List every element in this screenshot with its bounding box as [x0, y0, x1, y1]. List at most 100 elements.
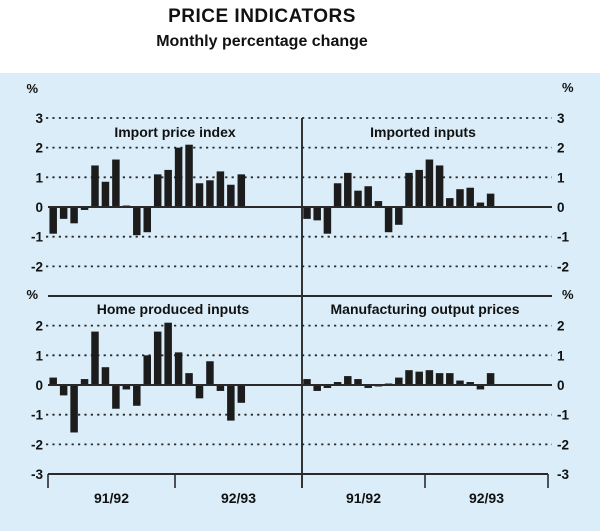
y-tick-left-top--1: -1: [31, 230, 43, 245]
y-tick-left-top-3: 3: [35, 111, 43, 126]
plot-background: [0, 73, 600, 531]
y-tick-left-bottom-2: 2: [35, 319, 43, 334]
bar-panel1-month11: [153, 174, 162, 207]
bar-panel2-month5: [344, 172, 352, 207]
chart-subtitle: Monthly percentage change: [156, 33, 368, 50]
y-tick-left-bottom-0: 0: [35, 378, 43, 393]
bar-panel2-month9: [384, 207, 393, 233]
y-tick-right-top--1: -1: [557, 230, 569, 245]
y-tick-right-top--2: -2: [557, 259, 569, 274]
bar-panel1-month12: [164, 169, 172, 207]
bar-panel3-month19: [237, 385, 246, 403]
bar-panel2-month17: [466, 187, 474, 207]
chart-title: PRICE INDICATORS: [168, 6, 356, 27]
percent-label-top-left: %: [26, 81, 38, 96]
bar-panel3-month9: [133, 385, 141, 406]
bar-panel2-month8: [374, 201, 383, 207]
bar-panel3-month4: [80, 379, 89, 385]
bar-panel2-month19: [486, 193, 495, 207]
bar-panel1-month18: [227, 184, 235, 207]
x-group-label-2: 92/93: [221, 490, 256, 506]
bar-panel2-month4: [333, 183, 342, 207]
bar-panel3-month18: [227, 385, 235, 421]
bar-panel4-month2: [313, 385, 321, 391]
bar-panel1-month7: [112, 159, 120, 207]
bar-panel3-month5: [91, 331, 99, 385]
y-tick-right-top-3: 3: [557, 111, 565, 126]
y-tick-right-bottom-2: 2: [557, 319, 565, 334]
y-tick-right-bottom--3: -3: [557, 467, 569, 482]
bar-panel3-month14: [185, 373, 193, 385]
bar-panel4-month15: [446, 373, 454, 385]
bar-panel1-month16: [206, 180, 214, 207]
y-tick-right-top-1: 1: [557, 170, 565, 185]
bar-panel4-month7: [364, 385, 372, 388]
y-tick-left-bottom--2: -2: [31, 437, 43, 452]
panel-title-top-right: Imported inputs: [370, 124, 476, 140]
bar-panel3-month11: [153, 331, 162, 385]
bar-panel1-month1: [49, 207, 57, 234]
y-tick-right-bottom--2: -2: [557, 437, 569, 452]
bar-panel3-month2: [59, 385, 68, 396]
bar-panel3-month1: [49, 377, 57, 385]
bar-panel1-month19: [237, 174, 246, 207]
bar-panel1-month13: [174, 147, 183, 207]
bar-panel2-month1: [303, 207, 311, 219]
bar-panel2-month15: [446, 198, 454, 207]
bar-panel2-month3: [323, 207, 332, 234]
bar-panel4-month11: [405, 370, 413, 385]
bar-panel1-month14: [185, 144, 193, 207]
y-tick-left-bottom--1: -1: [31, 408, 43, 423]
bar-panel2-month16: [456, 189, 464, 207]
bar-panel4-month4: [333, 382, 342, 385]
bar-panel3-month7: [112, 385, 120, 409]
y-tick-right-bottom-0: 0: [557, 378, 565, 393]
y-tick-left-bottom-1: 1: [35, 348, 43, 363]
bar-panel1-month3: [70, 207, 78, 224]
bar-panel4-month6: [354, 379, 362, 385]
bar-panel3-month16: [206, 361, 214, 385]
title-block: PRICE INDICATORS Monthly percentage chan…: [0, 0, 524, 51]
x-group-label-1: 91/92: [94, 490, 129, 506]
percent-label-bottom-left: %: [26, 287, 38, 302]
x-group-label-4: 92/93: [469, 490, 504, 506]
bar-panel4-month12: [415, 371, 423, 385]
bar-panel4-month16: [456, 380, 464, 385]
bar-panel2-month12: [415, 169, 423, 207]
bar-panel3-month13: [174, 352, 183, 385]
y-tick-right-top-0: 0: [557, 200, 565, 215]
panel-title-top-left: Import price index: [114, 124, 236, 140]
bar-panel1-month17: [216, 171, 225, 207]
bar-panel3-month17: [216, 385, 225, 391]
bar-panel2-month18: [476, 202, 485, 207]
bar-panel1-month2: [59, 207, 68, 219]
y-tick-right-bottom--1: -1: [557, 408, 569, 423]
bar-panel4-month10: [395, 377, 403, 385]
y-tick-right-bottom-1: 1: [557, 348, 565, 363]
percent-label-top-right: %: [562, 80, 574, 95]
bar-panel4-month19: [486, 373, 495, 385]
bar-panel3-month12: [164, 322, 172, 385]
bar-panel2-month13: [425, 159, 434, 207]
y-tick-left-top-0: 0: [35, 200, 43, 215]
bar-panel2-month7: [364, 186, 372, 207]
bar-panel4-month18: [476, 385, 485, 390]
bar-panel4-month17: [466, 382, 474, 385]
bar-panel4-month3: [323, 385, 332, 388]
bar-panel1-month4: [80, 207, 89, 210]
panel-title-bottom-left: Home produced inputs: [97, 301, 250, 317]
percent-label-bottom-right: %: [562, 287, 574, 302]
y-tick-left-top-2: 2: [35, 141, 43, 156]
y-tick-right-top-2: 2: [557, 141, 565, 156]
bar-panel4-month13: [425, 370, 434, 385]
bar-panel3-month6: [101, 367, 110, 385]
bar-panel2-month14: [435, 165, 444, 207]
bar-panel2-month11: [405, 172, 413, 207]
bar-panel4-month1: [303, 379, 311, 385]
bar-panel4-month14: [435, 373, 444, 385]
bar-panel1-month15: [195, 183, 204, 207]
bar-panel1-month9: [133, 207, 141, 236]
y-tick-left-top-1: 1: [35, 170, 43, 185]
